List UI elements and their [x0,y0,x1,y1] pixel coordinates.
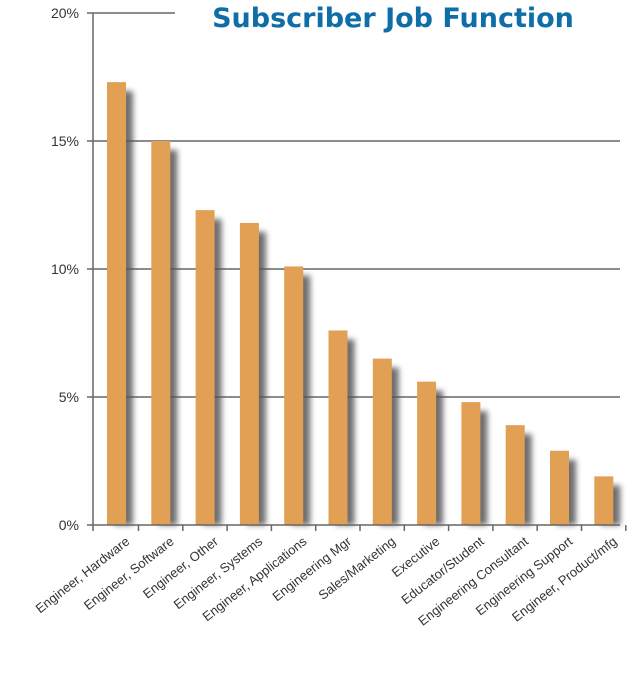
bar [461,402,481,525]
bar [594,476,614,525]
bar [107,82,126,526]
y-tick-label: 20% [51,5,79,21]
bar [550,450,569,525]
x-tick-label: Engineering Mgr [269,533,354,604]
bar-shadows [114,91,621,526]
gridlines [93,12,620,398]
y-tick-label: 5% [59,389,79,405]
axes [87,12,627,531]
bar [417,381,437,525]
bar [239,222,259,526]
y-tick-label: 0% [59,517,79,533]
bar [284,266,304,525]
bar [328,330,348,525]
bar [151,141,171,525]
bar [195,210,215,525]
y-tick-label: 15% [51,133,79,149]
bar [505,425,525,525]
y-tick-label: 10% [51,261,79,277]
chart-title: Subscriber Job Function [212,3,574,34]
bar [372,358,392,525]
x-tick-label: Sales/Marketing [315,534,398,603]
bars [107,82,614,526]
